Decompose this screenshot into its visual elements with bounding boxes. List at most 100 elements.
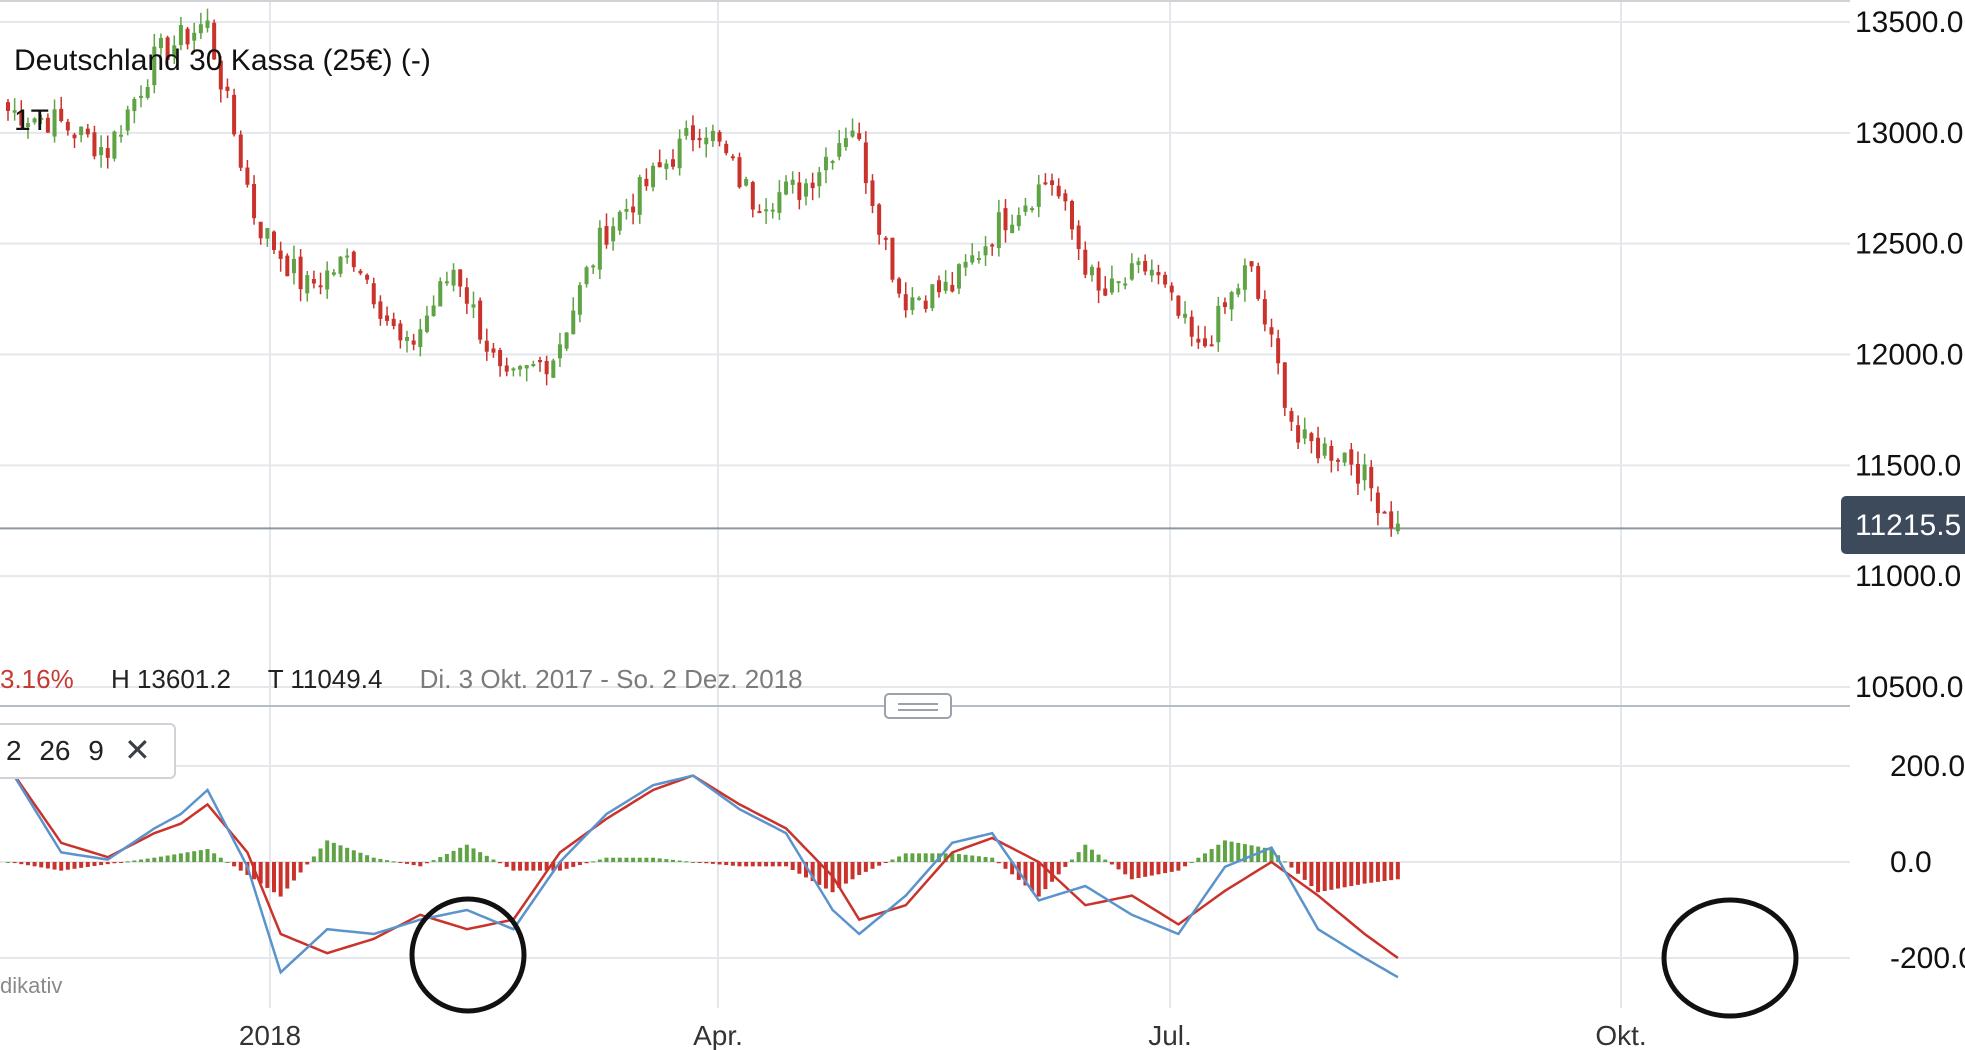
macd-histogram-bar — [577, 862, 582, 866]
chart-title: Deutschland 30 Kassa (25€) (-) — [14, 44, 431, 77]
macd-histogram-bar — [1336, 862, 1340, 889]
macd-histogram-bar — [597, 859, 602, 862]
candle-up — [617, 211, 622, 231]
macd-histogram-bar — [398, 862, 403, 863]
candle-down — [458, 269, 463, 287]
macd-histogram-bar — [857, 862, 862, 875]
candle-down — [857, 133, 862, 140]
candle-down — [950, 284, 955, 292]
macd-histogram-bar — [1196, 857, 1201, 862]
candle-down — [897, 278, 902, 294]
candle-down — [877, 204, 882, 235]
macd-histogram-bar — [72, 862, 77, 869]
macd-histogram-bar — [305, 862, 310, 865]
macd-histogram-bar — [1322, 862, 1327, 892]
macd-histogram-bar — [657, 858, 662, 862]
macd-histogram-bar — [351, 850, 356, 862]
macd-histogram-bar — [311, 856, 316, 862]
stat-low: T 11049.4 — [267, 664, 383, 694]
candle-up — [39, 117, 44, 120]
macd-histogram-bar — [371, 857, 376, 862]
macd-histogram-bar — [1242, 844, 1247, 862]
candle-down — [1076, 225, 1081, 250]
candle-up — [564, 332, 569, 349]
macd-histogram-bar — [1023, 862, 1028, 886]
macd-histogram-bar — [1262, 847, 1267, 862]
macd-histogram-bar — [278, 862, 283, 897]
candle-down — [1169, 285, 1174, 293]
macd-histogram-bar — [212, 853, 217, 862]
macd-histogram-bar — [1183, 862, 1188, 867]
macd-histogram-bar — [1156, 862, 1161, 875]
macd-histogram-bar — [624, 857, 629, 862]
macd-histogram-bar — [1395, 862, 1400, 880]
macd-histogram-bar — [92, 862, 97, 867]
macd-histogram-bar — [79, 862, 84, 868]
close-icon[interactable]: ✕ — [124, 732, 151, 768]
candle-down — [1103, 288, 1108, 296]
candle-up — [172, 45, 177, 57]
candle-up — [983, 246, 988, 256]
candle-down — [185, 28, 190, 45]
macd-histogram-bar — [1043, 862, 1048, 890]
macd-histogram-bar — [405, 862, 409, 864]
macd-histogram-bar — [1123, 862, 1128, 875]
candle-down — [1262, 299, 1267, 325]
macd-histogram-bar — [105, 862, 110, 865]
macd-histogram-bar — [870, 862, 875, 869]
macd-histogram-bar — [431, 860, 436, 862]
y-tick-label: 10500.0 — [1855, 671, 1963, 704]
macd-histogram-bar — [325, 840, 330, 862]
candle-down — [218, 60, 223, 90]
macd-histogram-bar — [504, 862, 509, 867]
macd-histogram-bar — [1003, 862, 1008, 869]
candle-up — [331, 272, 336, 275]
candle-down — [1269, 327, 1274, 335]
candle-up — [910, 297, 915, 311]
candle-down — [105, 148, 110, 158]
candle-down — [544, 361, 549, 375]
candle-up — [817, 172, 822, 187]
macd-histogram-bar — [777, 862, 782, 867]
candle-down — [890, 237, 895, 280]
candle-down — [644, 178, 649, 187]
candle-up — [577, 285, 582, 315]
macd-histogram-bar — [996, 862, 1001, 864]
candle-down — [1189, 316, 1194, 337]
macd-histogram-bar — [285, 862, 290, 889]
candle-down — [1143, 260, 1148, 272]
candle-up — [99, 147, 104, 156]
candle-up — [25, 123, 30, 127]
macd-histogram-bar — [132, 860, 137, 862]
macd-histogram-bar — [298, 862, 303, 873]
candle-down — [1176, 295, 1181, 316]
candle-down — [1249, 261, 1254, 267]
macd-histogram-bar — [611, 857, 616, 862]
candle-down — [484, 340, 489, 352]
candle-up — [664, 163, 669, 169]
stat-high: H 13601.2 — [110, 664, 231, 694]
annotation-circle — [1661, 897, 1799, 1019]
macd-histogram-bar — [125, 861, 130, 863]
macd-settings-box[interactable]: 2 26 9 ✕ — [0, 723, 176, 779]
candle-up — [1322, 443, 1327, 456]
candle-up — [132, 98, 137, 112]
candle-up — [32, 118, 37, 123]
candle-up — [471, 304, 476, 308]
candle-up — [777, 192, 782, 213]
macd-histogram-bar — [385, 860, 390, 862]
macd-histogram-bar — [112, 862, 117, 864]
macd-param-slow: 26 — [39, 735, 71, 766]
macd-histogram-bar — [1355, 862, 1360, 885]
candle-down — [238, 134, 243, 168]
candle-up — [198, 24, 203, 34]
candle-up — [405, 336, 409, 342]
candle-down — [1329, 445, 1334, 461]
candle-down — [212, 22, 217, 60]
candle-down — [411, 340, 416, 345]
pane-resize-handle[interactable] — [884, 693, 952, 719]
macd-histogram-bar — [764, 862, 769, 867]
macd-histogram-bar — [258, 862, 263, 884]
interval-label[interactable]: 1T — [14, 104, 50, 137]
